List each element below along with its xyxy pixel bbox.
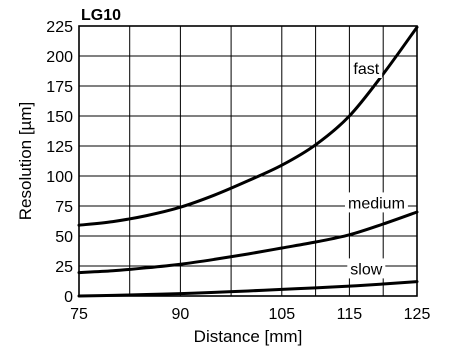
series-label-bg-medium	[344, 192, 408, 213]
x-tick-label-3: 115	[337, 306, 363, 323]
y-tick-label-0: 0	[64, 289, 73, 306]
y-tick-label-9: 225	[46, 19, 73, 36]
x-tick-label-1: 90	[172, 306, 190, 323]
y-tick-label-4: 100	[46, 169, 73, 186]
y-tick-label-2: 50	[55, 229, 73, 246]
series-label-bg-slow	[347, 258, 386, 279]
x-tick-label-4: 125	[404, 306, 431, 323]
series-line-fast	[77, 25, 419, 227]
y-tick-label-7: 175	[46, 79, 73, 96]
x-tick-label-0: 75	[70, 306, 88, 323]
y-tick-label-1: 25	[55, 259, 73, 276]
curves	[77, 25, 419, 298]
series-labels: fast medium slow	[344, 58, 408, 279]
y-tick-label-6: 150	[46, 109, 73, 126]
x-axis-label: Distance [mm]	[194, 327, 303, 346]
y-axis-label: Resolution [µm]	[16, 102, 35, 220]
series-line-medium	[77, 210, 419, 275]
series-line-slow	[77, 280, 419, 298]
y-tick-label-5: 125	[46, 139, 73, 156]
series-label-fast: fast	[353, 61, 379, 78]
chart-title: LG10	[81, 7, 121, 24]
x-tick-label-2: 105	[268, 306, 295, 323]
series-label-slow: slow	[350, 261, 382, 278]
series-label-medium: medium	[348, 195, 405, 212]
tick-labels: 0 25 50 75 100 125 150 175 200 225 75 90 105 115 125	[46, 19, 430, 323]
series-label-bg-fast	[350, 58, 383, 78]
y-tick-label-8: 200	[46, 49, 73, 66]
plot-frame	[78, 25, 418, 297]
y-tick-label-3: 75	[55, 199, 73, 216]
